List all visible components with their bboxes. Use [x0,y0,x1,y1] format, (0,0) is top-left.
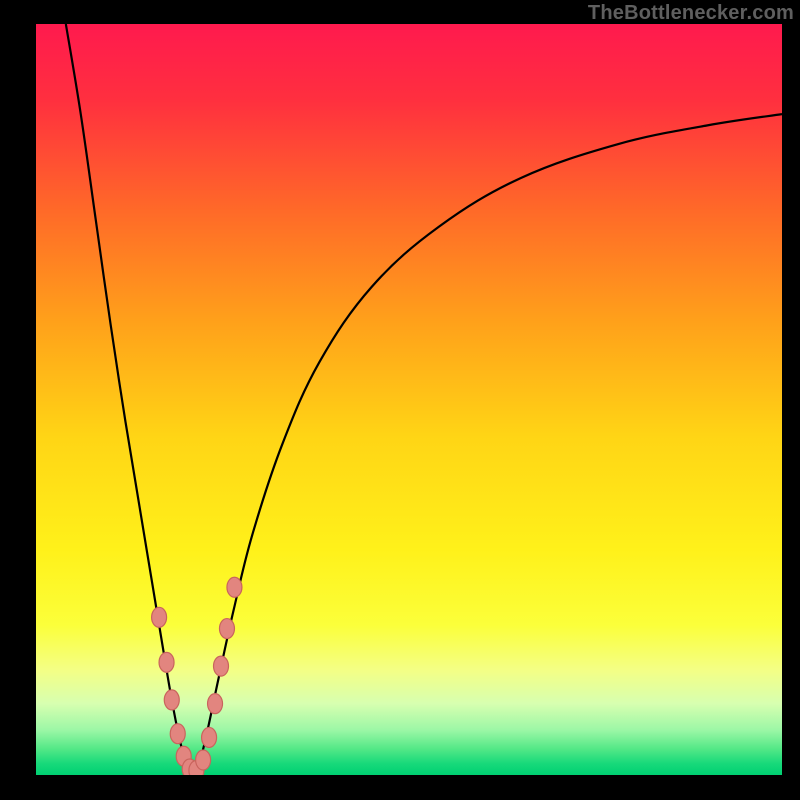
plot-area [36,24,782,775]
marker-point [227,577,242,597]
frame-border-left [0,0,36,800]
marker-point [219,619,234,639]
right-curve [193,114,782,775]
marker-point [208,694,223,714]
marker-point [196,750,211,770]
v-curve-svg [36,24,782,775]
marker-point [164,690,179,710]
marker-point [202,727,217,747]
marker-point [214,656,229,676]
marker-point [152,607,167,627]
watermark-text: TheBottlenecker.com [588,2,794,25]
marker-group [152,577,242,775]
marker-point [159,652,174,672]
frame-border-right [782,0,800,800]
marker-point [170,724,185,744]
chart-container: TheBottlenecker.com [0,0,800,800]
frame-border-bottom [0,775,800,800]
